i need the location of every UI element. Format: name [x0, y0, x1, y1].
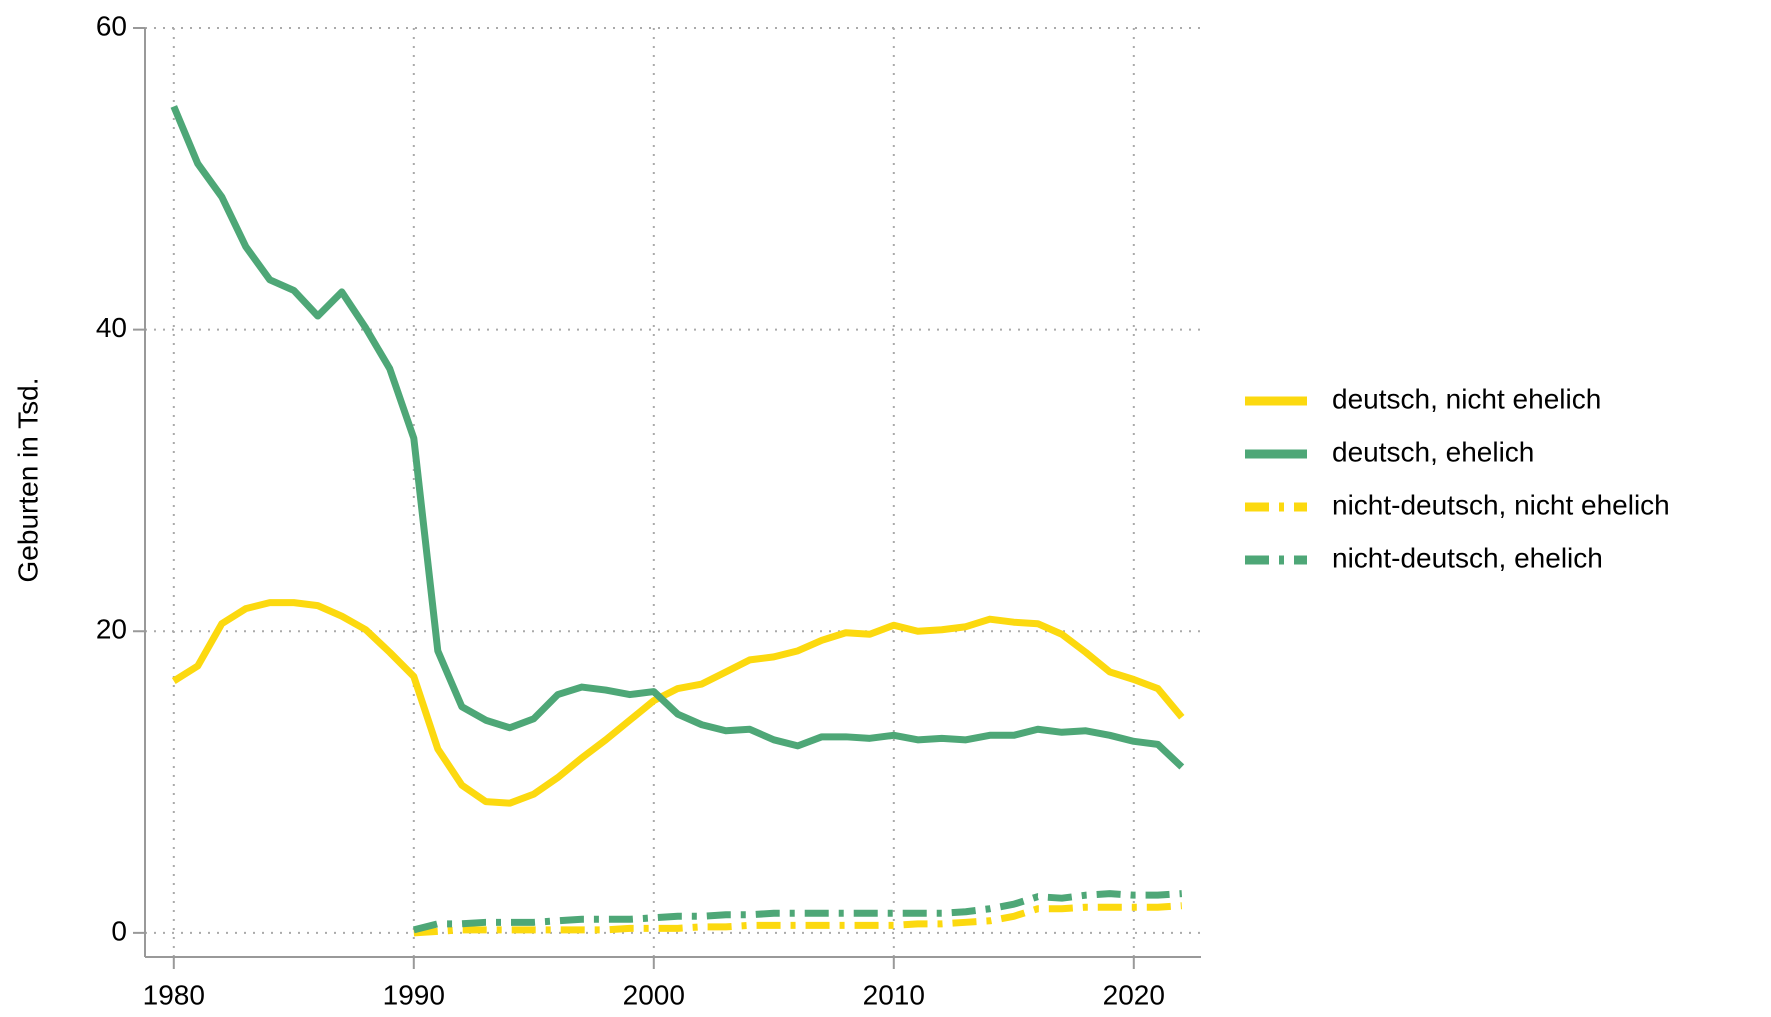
series-line — [412, 890, 1183, 934]
x-tick-label: 2000 — [623, 979, 685, 1010]
series-line — [413, 902, 1183, 937]
x-tick-label: 2020 — [1103, 979, 1165, 1010]
y-tick-label: 60 — [96, 10, 127, 41]
y-tick-label: 0 — [111, 915, 127, 946]
x-tick-label: 2010 — [863, 979, 925, 1010]
y-tick-label: 40 — [96, 312, 127, 343]
y-tick-label: 20 — [96, 614, 127, 645]
x-tick-label: 1990 — [383, 979, 445, 1010]
series-line — [170, 105, 1185, 770]
legend-label: deutsch, nicht ehelich — [1332, 383, 1601, 414]
y-axis-label: Geburten in Tsd. — [12, 378, 43, 583]
series-line — [171, 599, 1185, 807]
legend-label: nicht-deutsch, nicht ehelich — [1332, 489, 1670, 520]
x-tick-label: 1980 — [143, 979, 205, 1010]
legend-label: nicht-deutsch, ehelich — [1332, 542, 1603, 573]
legend-label: deutsch, ehelich — [1332, 436, 1534, 467]
